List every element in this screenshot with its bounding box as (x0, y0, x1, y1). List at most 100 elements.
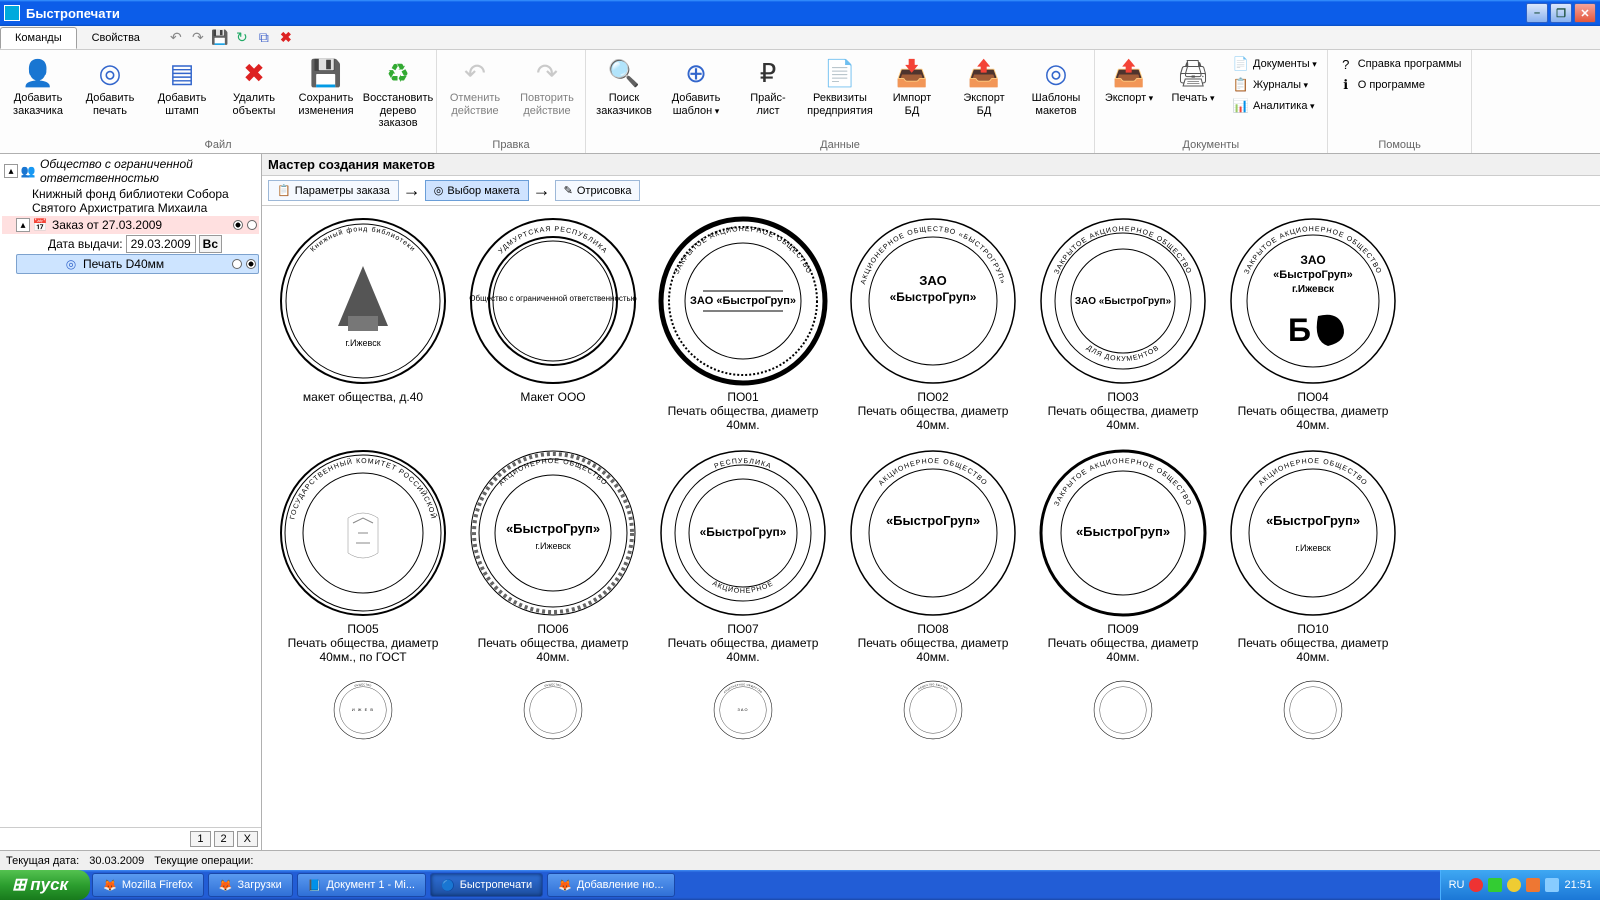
tree-fund-row[interactable]: Книжный фонд библиотеки Собора Святого А… (2, 186, 259, 216)
date-picker-button[interactable]: Вс (199, 235, 222, 253)
radio-on-icon[interactable] (233, 220, 243, 230)
template-thumb[interactable]: ЗАКРЫТОЕ АКЦИОНЕРНОЕ ОБЩЕСТВОДЛЯ ДОКУМЕН… (1032, 216, 1214, 432)
task-label: Mozilla Firefox (122, 879, 193, 891)
export-button[interactable]: 📤Экспорт (1097, 52, 1161, 137)
sidebar-tab-x[interactable]: X (237, 831, 258, 847)
expander-icon[interactable]: ▴ (16, 218, 30, 232)
svg-text:г.Ижевск: г.Ижевск (1292, 284, 1335, 295)
template-thumb[interactable]: ОБЩЕСТВО (462, 680, 644, 740)
tray-icon[interactable] (1526, 878, 1540, 892)
about-button-icon: ℹ (1338, 77, 1354, 93)
template-thumb[interactable]: ОБЩЕСТВО БЫСТРО (842, 680, 1024, 740)
print-button[interactable]: 🖨Печать (1161, 52, 1225, 137)
svg-text:ЗАО: ЗАО (1300, 253, 1325, 267)
qat-reload-icon[interactable]: ↻ (233, 29, 251, 47)
template-thumb[interactable]: АКЦИОНЕРНОЕ ОБЩЕСТВО «БЫСТРОГРУП»ЗАО«Быс… (842, 216, 1024, 432)
template-thumb[interactable]: ОБЩЕСТВОИ Ж Е В (272, 680, 454, 740)
qat-undo-icon[interactable]: ↶ (167, 29, 185, 47)
arrow-icon: → (533, 180, 551, 201)
template-thumb[interactable] (1222, 680, 1404, 740)
tab-commands[interactable]: Команды (0, 27, 77, 49)
export-db-button[interactable]: 📤ЭкспортБД (948, 52, 1020, 137)
price-list-button[interactable]: ₽Прайс-лист (732, 52, 804, 137)
template-thumb[interactable]: УДМУРТСКАЯ РЕСПУБЛИКАОбщество с ограниче… (462, 216, 644, 432)
qat-copy-icon[interactable]: ⧉ (255, 29, 273, 47)
tab-properties[interactable]: Свойства (77, 27, 155, 49)
documents-menu[interactable]: 📄Документы (1229, 54, 1321, 74)
layout-templates-button[interactable]: ◎Шаблонымакетов (1020, 52, 1092, 137)
add-seal-button[interactable]: ◎Добавитьпечать (74, 52, 146, 137)
taskbar-task[interactable]: 🦊Добавление но... (547, 873, 674, 897)
task-buttons: 🦊Mozilla Firefox🦊Загрузки📘Документ 1 - M… (90, 873, 676, 897)
maximize-button[interactable]: ❐ (1550, 3, 1572, 23)
button-label: Добавитьшаблон (672, 92, 721, 117)
qat-save-icon[interactable]: 💾 (211, 29, 229, 47)
journals-menu[interactable]: 📋Журналы (1229, 75, 1321, 95)
sidebar-tab-2[interactable]: 2 (214, 831, 234, 847)
undo-button[interactable]: ↶Отменитьдействие (439, 52, 511, 137)
statusbar: Текущая дата: 30.03.2009 Текущие операци… (0, 850, 1600, 870)
tree-company-row[interactable]: ▴ 👥 Общество с ограниченной ответственно… (2, 156, 259, 186)
svg-text:г.Ижевск: г.Ижевск (345, 338, 380, 348)
minimize-button[interactable]: – (1526, 3, 1548, 23)
template-thumb[interactable]: АКЦИОНЕРНОЕ ОБЩЕСТВО«БыстроГруп»ПО08Печа… (842, 448, 1024, 664)
tree-seal-row[interactable]: ◎ Печать D40мм (16, 254, 259, 274)
svg-text:Книжный фонд библиотеки: Книжный фонд библиотеки (309, 226, 416, 254)
tray-icon[interactable] (1469, 878, 1483, 892)
search-customers-button[interactable]: 🔍Поискзаказчиков (588, 52, 660, 137)
radio-off-icon[interactable] (247, 220, 257, 230)
analytics-menu[interactable]: 📊Аналитика (1229, 96, 1321, 116)
date-value[interactable]: 29.03.2009 (126, 235, 196, 253)
restore-tree-button[interactable]: ♻Восстановитьдерево заказов (362, 52, 434, 137)
taskbar-task[interactable]: 📘Документ 1 - Mi... (297, 873, 426, 897)
taskbar-task[interactable]: 🔵Быстропечати (430, 873, 543, 897)
taskbar-task[interactable]: 🦊Mozilla Firefox (92, 873, 204, 897)
sidebar-tab-1[interactable]: 1 (190, 831, 210, 847)
stamp-preview: ОБЩЕСТВО (468, 680, 638, 740)
radio-on-icon[interactable] (246, 259, 256, 269)
wizard-step-0[interactable]: 📋Параметры заказа (268, 180, 399, 201)
tray-icon[interactable] (1488, 878, 1502, 892)
qat-delete-icon[interactable]: ✖ (277, 29, 295, 47)
tray-icon[interactable] (1545, 878, 1559, 892)
svg-text:г.Ижевск: г.Ижевск (535, 541, 570, 551)
expander-icon[interactable]: ▴ (4, 164, 18, 178)
help-button[interactable]: ?Справка программы (1334, 54, 1466, 74)
button-label: Справка программы (1358, 58, 1462, 70)
clock[interactable]: 21:51 (1564, 879, 1592, 891)
taskbar-task[interactable]: 🦊Загрузки (208, 873, 293, 897)
template-thumb[interactable]: АКЦИОНЕРНОЕ ОБЩЕСТВО«БыстроГруп»г.Ижевск… (1222, 448, 1404, 664)
template-thumb[interactable]: АКЦИОНЕРНОЕ ОБЩЕСТВОЗАО (652, 680, 834, 740)
svg-text:ЗАКРЫТОЕ АКЦИОНЕРНОЕ ОБЩЕСТВО: ЗАКРЫТОЕ АКЦИОНЕРНОЕ ОБЩЕСТВО (1244, 226, 1383, 275)
tray-icon[interactable] (1507, 878, 1521, 892)
add-stamp-button[interactable]: ▤Добавитьштамп (146, 52, 218, 137)
template-thumb[interactable]: РЕСПУБЛИКААКЦИОНЕРНОЕ«БыстроГруп»ПО07Печ… (652, 448, 834, 664)
template-thumb[interactable]: ЗАКРЫТОЕ АКЦИОНЕРНОЕ ОБЩЕСТВОЗАО«БыстроГ… (1222, 216, 1404, 432)
company-details-button[interactable]: 📄Реквизитыпредприятия (804, 52, 876, 137)
redo-button[interactable]: ↷Повторитьдействие (511, 52, 583, 137)
template-thumb[interactable] (1032, 680, 1214, 740)
template-thumb[interactable]: ГОСУДАРСТВЕННЫЙ КОМИТЕТ РОССИЙСКОЙПО05Пе… (272, 448, 454, 664)
qat-redo-icon[interactable]: ↷ (189, 29, 207, 47)
about-button[interactable]: ℹО программе (1334, 75, 1466, 95)
add-customer-button[interactable]: 👤Добавитьзаказчика (2, 52, 74, 137)
tree-order-row[interactable]: ▴ 📅 Заказ от 27.03.2009 (2, 216, 259, 234)
add-template-button[interactable]: ⊕Добавитьшаблон (660, 52, 732, 137)
tree-date-row[interactable]: Дата выдачи: 29.03.2009 Вс (2, 234, 259, 254)
radio-off-icon[interactable] (232, 259, 242, 269)
delete-objects-button[interactable]: ✖Удалитьобъекты (218, 52, 290, 137)
template-thumb[interactable]: АКЦИОНЕРНОЕ ОБЩЕСТВО«БыстроГруп»г.Ижевск… (462, 448, 644, 664)
import-db-button[interactable]: 📥ИмпортБД (876, 52, 948, 137)
save-changes-button[interactable]: 💾Сохранитьизменения (290, 52, 362, 137)
close-button[interactable]: ✕ (1574, 3, 1596, 23)
lang-indicator[interactable]: RU (1449, 879, 1465, 891)
ribbon-group-label: Помощь (1330, 137, 1470, 153)
wizard-step-2[interactable]: ✎Отрисовка (555, 180, 641, 201)
template-thumb[interactable]: Книжный фонд библиотекиг.Ижевскмакет общ… (272, 216, 454, 432)
template-thumb[interactable]: ЗАКРЫТОЕ АКЦИОНЕРНОЕ ОБЩЕСТВО«БыстроГруп… (1032, 448, 1214, 664)
start-button[interactable]: ⊞пуск (0, 870, 90, 900)
wizard-step-1[interactable]: ◎Выбор макета (425, 180, 529, 201)
ribbon-group-label: Файл (2, 137, 434, 153)
svg-text:ДЛЯ ДОКУМЕНТОВ: ДЛЯ ДОКУМЕНТОВ (1085, 344, 1161, 363)
template-thumb[interactable]: ЗАКРЫТОЕ АКЦИОНЕРНОЕ ОБЩЕСТВОЗАО «Быстро… (652, 216, 834, 432)
